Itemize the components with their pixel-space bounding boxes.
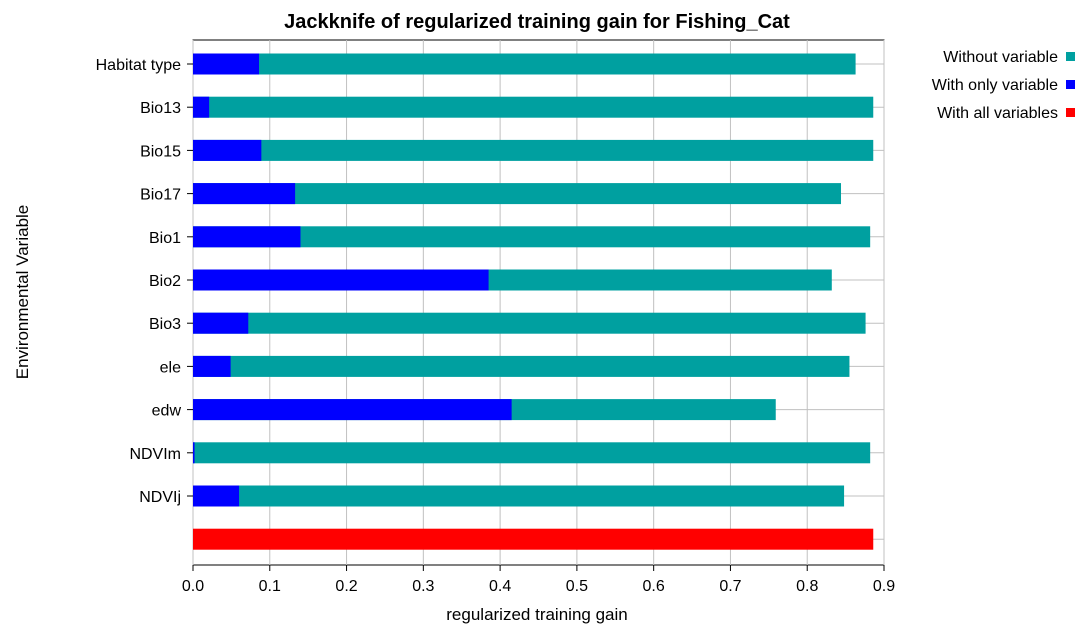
bar-with-only-variable <box>193 183 296 205</box>
bar-without-variable <box>193 355 850 377</box>
chart-title: Jackknife of regularized training gain f… <box>284 11 790 33</box>
x-tick-label: 0.8 <box>796 578 818 595</box>
bar-with-only-variable <box>193 269 489 291</box>
category-label: Bio3 <box>149 316 181 333</box>
bar-with-only-variable <box>193 96 210 118</box>
x-tick-label: 0.9 <box>873 578 895 595</box>
bar-with-only-variable <box>193 485 240 507</box>
category-label: Bio15 <box>140 143 181 160</box>
category-label: Bio1 <box>149 230 181 247</box>
bar-without-variable <box>193 139 874 161</box>
bar-without-variable <box>193 53 856 75</box>
category-label: edw <box>152 403 182 420</box>
bar-with-only-variable <box>193 226 301 248</box>
legend-swatch <box>1066 108 1075 117</box>
x-tick-label: 0.4 <box>489 578 511 595</box>
bar-without-variable <box>193 442 871 464</box>
plot-frame <box>192 39 885 566</box>
category-label: NDVIm <box>129 446 181 463</box>
bar-without-variable <box>193 485 845 507</box>
plot-area: 0.0 0.1 0.2 0.3 0.4 0.5 0.6 0.7 0.8 0.9 Habitat ty… <box>96 39 895 595</box>
bar-with-only-variable <box>193 399 512 421</box>
bar-without-variable <box>193 312 866 334</box>
bar-with-all-variables <box>193 528 874 550</box>
bar-with-only-variable <box>193 442 195 464</box>
legend: Without variable With only variable With a… <box>932 49 1075 122</box>
x-tick-label: 0.2 <box>335 578 357 595</box>
category-label: Habitat type <box>96 57 181 74</box>
legend-swatch <box>1066 52 1075 61</box>
category-label: Bio17 <box>140 187 181 204</box>
bar-with-only-variable <box>193 53 260 75</box>
bar-without-variable <box>193 226 871 248</box>
legend-label: With only variable <box>932 77 1058 94</box>
y-axis-label: Environmental Variable <box>13 205 32 380</box>
bar-with-only-variable <box>193 312 249 334</box>
legend-label: Without variable <box>943 49 1058 66</box>
legend-swatch <box>1066 80 1075 89</box>
x-axis-label: regularized training gain <box>446 605 627 624</box>
category-label: Bio2 <box>149 273 181 290</box>
category-label: NDVIj <box>139 489 181 506</box>
x-tick-label: 0.0 <box>182 578 204 595</box>
category-label: Bio13 <box>140 100 181 117</box>
x-tick-label: 0.6 <box>643 578 665 595</box>
x-tick-label: 0.1 <box>259 578 281 595</box>
legend-label: With all variables <box>937 105 1058 122</box>
category-label: ele <box>160 359 181 376</box>
bar-without-variable <box>193 96 874 118</box>
bar-without-variable <box>193 183 842 205</box>
bar-with-only-variable <box>193 139 262 161</box>
x-tick-label: 0.7 <box>719 578 741 595</box>
x-tick-label: 0.5 <box>566 578 588 595</box>
bar-with-only-variable <box>193 355 231 377</box>
x-tick-label: 0.3 <box>412 578 434 595</box>
